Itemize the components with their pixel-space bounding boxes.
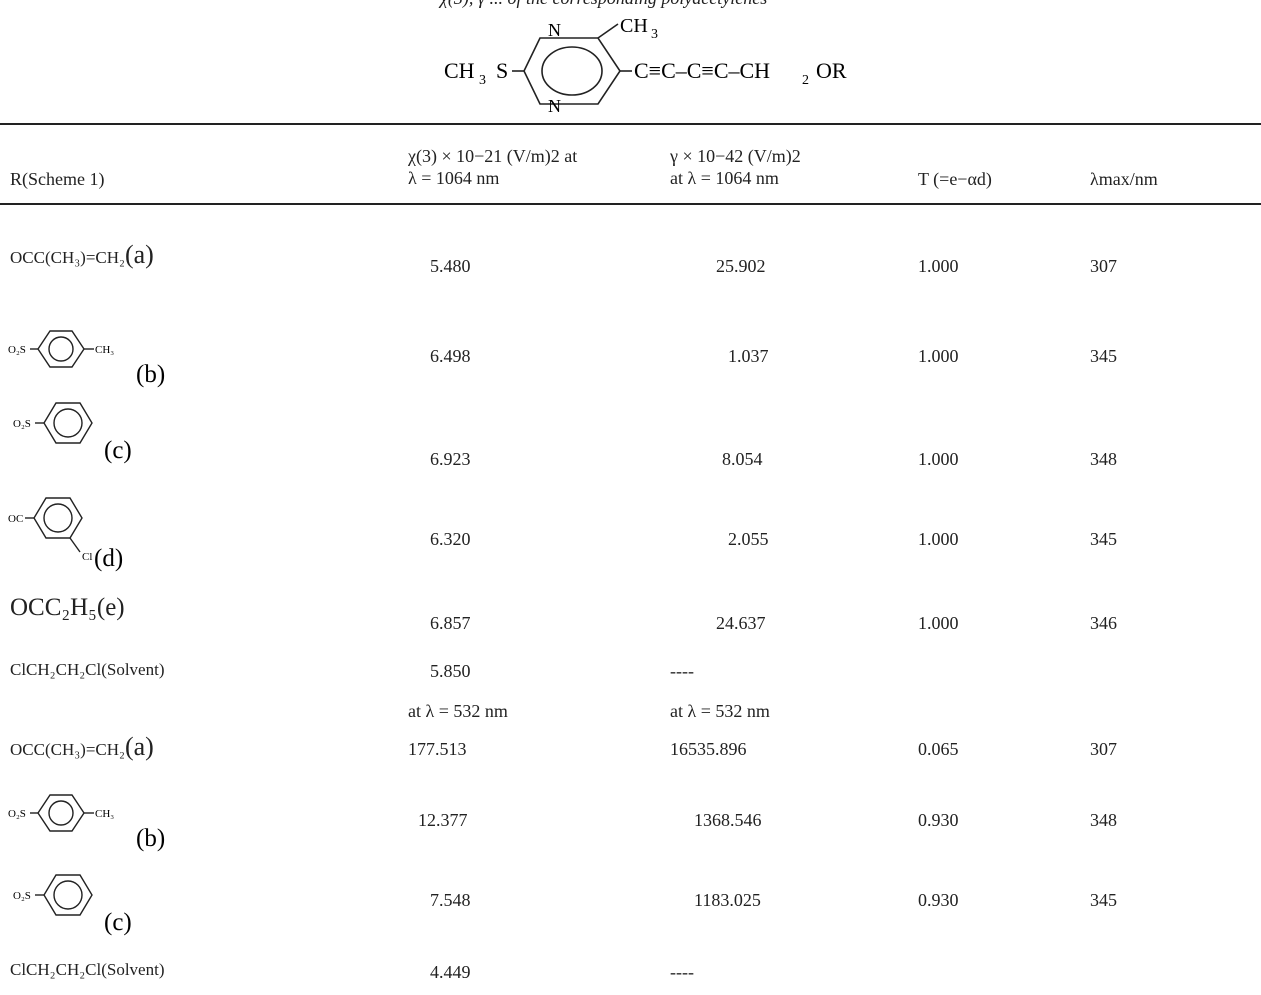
row-8-t: 0.930: [918, 810, 959, 830]
scheme-left-tail: S: [496, 58, 508, 83]
header-gamma-line2: at λ = 1064 nm: [670, 168, 779, 188]
row-8-tag: (b): [136, 825, 165, 852]
row-2-t: 1.000: [918, 346, 959, 366]
row-10-substituent: ClCH₂CH₂Cl(Solvent): [10, 960, 165, 979]
row-9-chi: 7.548: [430, 890, 471, 910]
row-9-gamma: 1183.025: [694, 890, 761, 910]
row-8-chi: 12.377: [418, 810, 468, 830]
header-chi-line1: χ(3) × 10−21 (V/m)2 at: [408, 146, 578, 166]
row-3-tag: (c): [104, 437, 132, 464]
row-4-tag: (d): [94, 545, 123, 572]
header-gamma-line1: γ × 10−42 (V/m)2: [670, 146, 801, 166]
svg-text:O₂S: O₂S: [8, 808, 26, 820]
scheme-methyl: CH: [620, 15, 648, 37]
subheader-532-chi: at λ = 532 nm: [408, 701, 508, 721]
row-5-lambda: 346: [1090, 613, 1117, 633]
row-8-structure: O₂S CH₃ (b): [8, 794, 165, 852]
row-7-t: 0.065: [918, 739, 959, 759]
scheme-left-group-sub: 3: [479, 73, 486, 88]
header-chi: χ(3) × 10−21 (V/m)2 at λ = 1064 nm: [408, 145, 577, 189]
table-row-1-r: OCC(CH₃)=CH₂(a): [10, 240, 154, 270]
row-3-chi: 6.923: [430, 449, 471, 469]
row-1-t: 1.000: [918, 256, 959, 276]
row-7-lambda: 307: [1090, 739, 1117, 759]
row-2-structure: O₂S CH₃ (b): [8, 330, 165, 388]
table-row-5-r: OCC₂H₅(e): [10, 594, 125, 622]
row-5-substituent: OCC₂H₅: [10, 594, 97, 621]
row-9-tag: (c): [104, 909, 132, 936]
scheme-chain-tail: OR: [816, 58, 847, 83]
row-4-structure: OC Cl (d): [8, 497, 123, 572]
row-5-gamma: 24.637: [716, 613, 766, 633]
row-1-substituent: OCC(CH₃)=CH₂: [10, 248, 125, 267]
table-row-10-r: ClCH₂CH₂Cl(Solvent): [10, 960, 164, 980]
row-2-lambda: 345: [1090, 346, 1117, 366]
svg-text:CH₃: CH₃: [95, 808, 114, 820]
subheader-532-gamma: at λ = 532 nm: [670, 701, 770, 721]
row-3-gamma: 8.054: [722, 449, 763, 469]
svg-text:Cl: Cl: [82, 551, 92, 563]
scheme-methyl-sub: 3: [651, 27, 658, 42]
scheme-structure: CH 3 S N N CH 3 C≡C–C≡C–CH 2 OR: [444, 15, 847, 114]
scheme-left-group: CH: [444, 58, 475, 83]
header-t: T (=e−αd): [918, 169, 992, 189]
row-4-lambda: 345: [1090, 529, 1117, 549]
row-2-tag: (b): [136, 361, 165, 388]
header-gamma: γ × 10−42 (V/m)2 at λ = 1064 nm: [670, 145, 801, 189]
ring-atom-n-top: N: [548, 20, 561, 40]
row-1-gamma: 25.902: [716, 256, 766, 276]
svg-text:O₂S: O₂S: [13, 418, 31, 430]
header-r: R(Scheme 1): [10, 169, 105, 189]
row-4-t: 1.000: [918, 529, 959, 549]
row-6-substituent: ClCH₂CH₂Cl(Solvent): [10, 660, 165, 679]
row-5-t: 1.000: [918, 613, 959, 633]
table-top-rule: [0, 123, 1261, 125]
row-3-lambda: 348: [1090, 449, 1117, 469]
row-4-chi: 6.320: [430, 529, 471, 549]
row-6-gamma: ----: [670, 661, 694, 681]
row-1-tag: (a): [124, 240, 154, 269]
table-header-rule: [0, 203, 1261, 205]
row-3-structure: O₂S (c): [13, 402, 132, 464]
row-4-gamma: 2.055: [728, 529, 769, 549]
row-10-gamma: ----: [670, 962, 694, 982]
header-chi-line2: λ = 1064 nm: [408, 168, 500, 188]
table-caption: χ(3), γ ... of the corresponding polyace…: [440, 0, 767, 9]
row-9-lambda: 345: [1090, 890, 1117, 910]
row-9-structure: O₂S (c): [13, 874, 132, 936]
svg-text:CH₃: CH₃: [95, 344, 114, 356]
pyrimidine-ring: [523, 37, 621, 105]
row-7-gamma: 16535.896: [670, 739, 747, 759]
svg-text:OC: OC: [8, 513, 23, 525]
row-7-tag: (a): [124, 732, 154, 761]
row-10-chi: 4.449: [430, 962, 471, 982]
svg-text:O₂S: O₂S: [8, 344, 26, 356]
row-3-t: 1.000: [918, 449, 959, 469]
scheme-chain-sub: 2: [802, 73, 809, 88]
ring-atom-n-bottom: N: [548, 96, 561, 114]
table-row-7-r: OCC(CH₃)=CH₂(a): [10, 732, 154, 762]
row-1-chi: 5.480: [430, 256, 471, 276]
row-9-t: 0.930: [918, 890, 959, 910]
svg-text:O₂S: O₂S: [13, 890, 31, 902]
row-8-gamma: 1368.546: [694, 810, 762, 830]
row-2-chi: 6.498: [430, 346, 471, 366]
row-5-tag: (e): [96, 594, 125, 621]
row-7-substituent: OCC(CH₃)=CH₂: [10, 740, 125, 759]
row-5-chi: 6.857: [430, 613, 471, 633]
row-1-lambda: 307: [1090, 256, 1117, 276]
row-8-lambda: 348: [1090, 810, 1117, 830]
row-6-chi: 5.850: [430, 661, 471, 681]
row-7-chi: 177.513: [408, 739, 467, 759]
table-row-6-r: ClCH₂CH₂Cl(Solvent): [10, 660, 164, 680]
row-2-gamma: 1.037: [728, 346, 769, 366]
scheme-chain: C≡C–C≡C–CH: [634, 58, 770, 83]
header-lambda: λmax/nm: [1090, 169, 1158, 189]
